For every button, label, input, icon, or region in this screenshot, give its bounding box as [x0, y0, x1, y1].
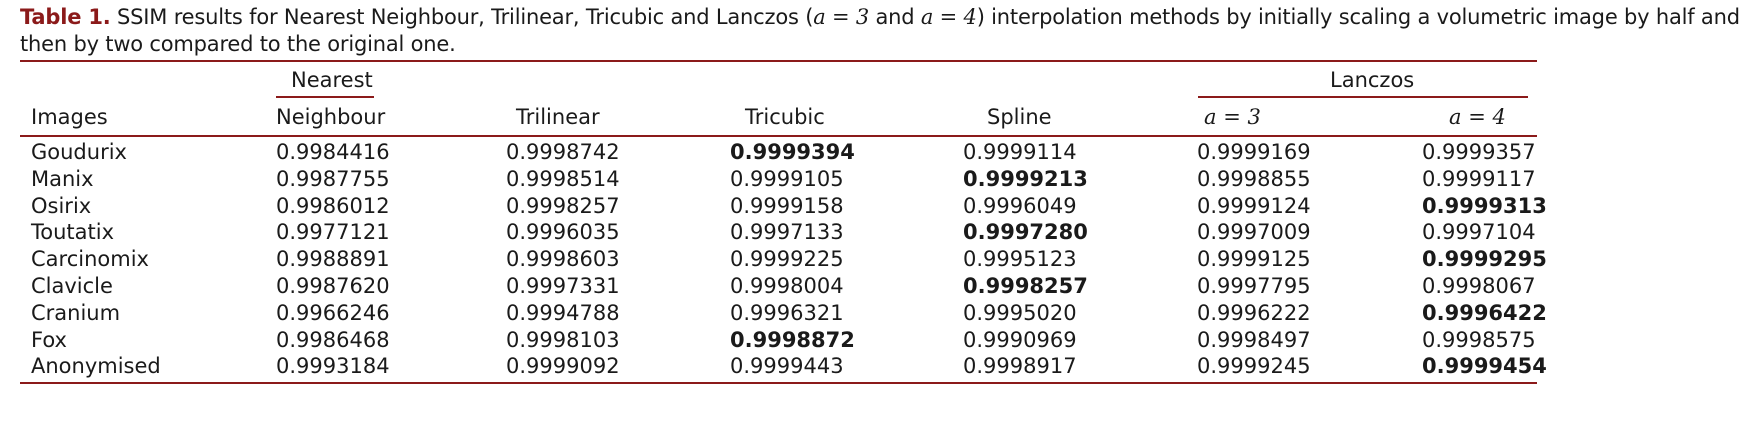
row-value: 0.9999225 [730, 247, 844, 272]
row-value: 0.9997331 [506, 274, 620, 298]
row-value: 0.9998103 [506, 327, 620, 352]
row-value: 0.9996049 [963, 193, 1077, 218]
row-value: 0.9998257 [506, 193, 620, 218]
row-value: 0.9999295 [1422, 247, 1547, 272]
row-value: 0.9986468 [276, 327, 390, 352]
row-value: 0.9999245 [1197, 354, 1311, 379]
header-images: Images [31, 105, 108, 129]
row-image-name: Toutatix [31, 220, 115, 245]
row-value: 0.9999394 [730, 140, 855, 164]
row-value: 0.9977121 [276, 220, 390, 245]
table-top-rule [20, 60, 1537, 62]
row-value: 0.9998603 [506, 247, 620, 272]
row-value: 0.9993184 [276, 354, 390, 379]
row-value: 0.9999357 [1422, 140, 1536, 164]
row-value: 0.9995123 [963, 247, 1077, 272]
row-value: 0.9999443 [730, 354, 844, 379]
row-image-name: Anonymised [31, 354, 161, 379]
row-value: 0.9998872 [730, 327, 855, 352]
row-value: 0.9999125 [1197, 247, 1311, 272]
caption-text: SSIM results for Nearest Neighbour, Tril… [117, 5, 814, 29]
row-image-name: Carcinomix [31, 247, 149, 272]
row-image-name: Fox [31, 327, 67, 352]
row-value: 0.9999092 [506, 354, 620, 379]
row-value: 0.9990969 [963, 327, 1077, 352]
row-value: 0.9996422 [1422, 300, 1547, 325]
header-nearest-top: Nearest [291, 68, 373, 92]
caption-math-a4: a = 4 [920, 5, 977, 29]
row-value: 0.9998004 [730, 274, 844, 298]
row-value: 0.9999169 [1197, 140, 1311, 164]
row-value: 0.9997009 [1197, 220, 1311, 245]
row-value: 0.9999213 [963, 166, 1088, 191]
header-spline: Spline [987, 105, 1052, 129]
header-tricubic: Tricubic [745, 105, 825, 129]
row-value: 0.9988891 [276, 247, 390, 272]
header-nearest-bottom: Neighbour [276, 105, 386, 129]
row-value: 0.9997795 [1197, 274, 1311, 298]
caption-math-a3: a = 3 [813, 5, 870, 29]
nearest-underline [276, 96, 374, 98]
row-value: 0.9984416 [276, 140, 390, 164]
row-value: 0.9995020 [963, 300, 1077, 325]
row-value: 0.9996222 [1197, 300, 1311, 325]
table-bottom-rule [20, 382, 1537, 384]
row-value: 0.9996035 [506, 220, 620, 245]
table-caption: Table 1. SSIM results for Nearest Neighb… [20, 4, 1740, 58]
row-value: 0.9998067 [1422, 274, 1536, 298]
row-value: 0.9987755 [276, 166, 390, 191]
row-value: 0.9998855 [1197, 166, 1311, 191]
row-value: 0.9987620 [276, 274, 390, 298]
row-value: 0.9999313 [1422, 193, 1547, 218]
row-value: 0.9998575 [1422, 327, 1536, 352]
row-value: 0.9999124 [1197, 193, 1311, 218]
header-trilinear: Trilinear [516, 105, 600, 129]
row-image-name: Clavicle [31, 274, 113, 298]
header-lanczos-a4: a = 4 [1449, 105, 1506, 129]
row-image-name: Cranium [31, 300, 121, 325]
caption-mid: and [869, 5, 921, 29]
row-value: 0.9966246 [276, 300, 390, 325]
header-lanczos-a3: a = 3 [1204, 105, 1261, 129]
row-value: 0.9998917 [963, 354, 1077, 379]
row-value: 0.9999114 [963, 140, 1077, 164]
row-value: 0.9999454 [1422, 354, 1547, 379]
row-image-name: Manix [31, 166, 94, 191]
row-value: 0.9994788 [506, 300, 620, 325]
row-value: 0.9998497 [1197, 327, 1311, 352]
row-value: 0.9986012 [276, 193, 390, 218]
header-lanczos: Lanczos [1330, 68, 1415, 92]
row-image-name: Osirix [31, 193, 92, 218]
row-value: 0.9999105 [730, 166, 844, 191]
row-value: 0.9998742 [506, 140, 620, 164]
row-image-name: Goudurix [31, 140, 127, 164]
row-value: 0.9999158 [730, 193, 844, 218]
row-value: 0.9996321 [730, 300, 844, 325]
header-bottom-rule [20, 135, 1537, 137]
table-label: Table 1. [20, 5, 111, 29]
row-value: 0.9999117 [1422, 166, 1536, 191]
row-value: 0.9998257 [963, 274, 1088, 298]
row-value: 0.9997104 [1422, 220, 1536, 245]
lanczos-underline [1198, 96, 1528, 98]
row-value: 0.9998514 [506, 166, 620, 191]
row-value: 0.9997133 [730, 220, 844, 245]
row-value: 0.9997280 [963, 220, 1088, 245]
caption-tail: ) interpolation methods by initially sca… [20, 5, 1740, 56]
